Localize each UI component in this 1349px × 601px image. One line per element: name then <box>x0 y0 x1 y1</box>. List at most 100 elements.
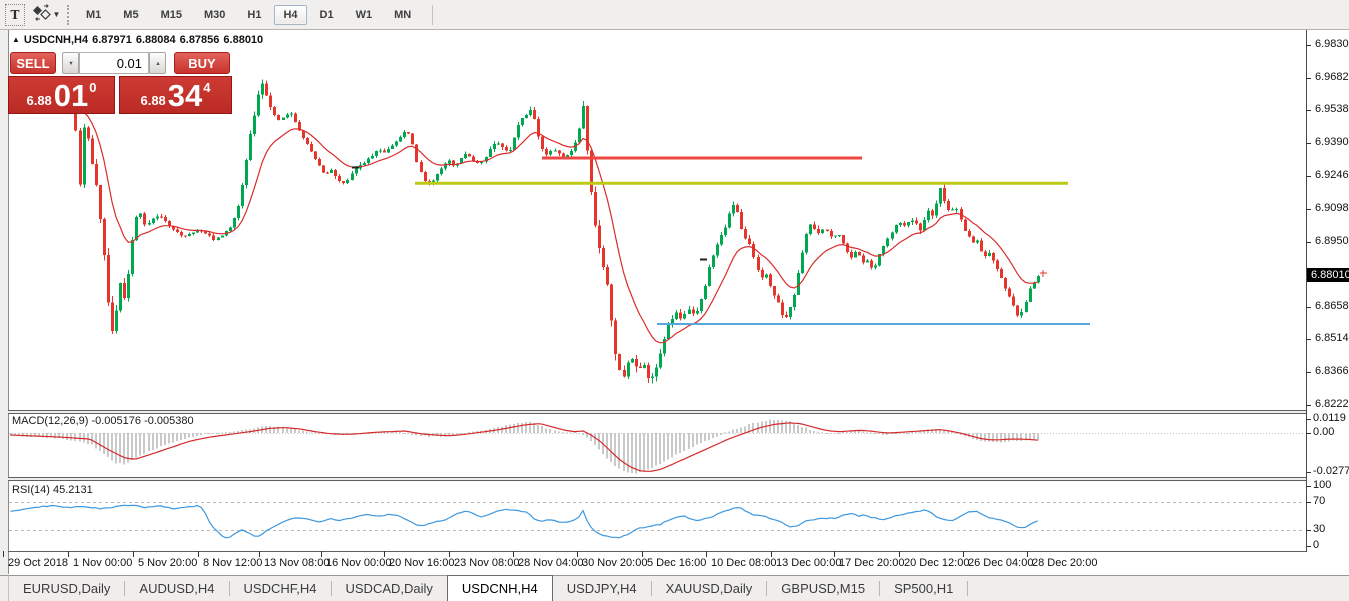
volume-input[interactable] <box>79 52 149 74</box>
candlestick-series <box>10 79 1040 384</box>
rsi-axis-label: 30 <box>1313 523 1326 535</box>
text-tool-icon: T <box>10 7 20 22</box>
drawing-tools-button[interactable]: ▼ <box>32 3 60 26</box>
date-axis-label: 16 Nov 00:00 <box>326 557 392 569</box>
rsi-label: RSI(14) 45.2131 <box>12 484 93 496</box>
chart-tab-usdchf[interactable]: USDCHF,H4 <box>243 581 317 596</box>
date-axis-label: 17 Dec 20:00 <box>839 557 905 569</box>
buy-price-big: 34 <box>167 78 203 113</box>
tab-separator <box>879 581 881 596</box>
buy-button-label: BUY <box>188 55 216 71</box>
sell-price-big: 01 <box>53 78 89 113</box>
title-triangle-icon: ▲ <box>12 35 20 44</box>
date-axis-label: 1 Nov 00:00 <box>73 557 133 569</box>
date-axis-label: 5 Nov 20:00 <box>138 557 198 569</box>
up-arrow-icon: ▲ <box>154 59 161 67</box>
date-axis-label: 20 Nov 16:00 <box>389 557 455 569</box>
macd-axis-label: -0.027754 <box>1313 465 1349 477</box>
date-axis-label: 10 Dec 08:00 <box>711 557 777 569</box>
timeframe-button-mn[interactable]: MN <box>394 8 412 21</box>
chart-tab-xauusd[interactable]: XAUUSD,Daily <box>665 581 753 596</box>
tab-separator <box>228 581 230 596</box>
timeframe-button-m30[interactable]: M30 <box>203 8 226 21</box>
tab-separator <box>650 581 652 596</box>
date-axis-label: 28 Dec 20:00 <box>1032 557 1098 569</box>
date-axis-label: 28 Nov 04:00 <box>518 557 584 569</box>
toolbar-grip[interactable] <box>67 4 69 25</box>
tab-bar-edge <box>0 576 9 601</box>
ma-line <box>10 89 1038 344</box>
chart-tab-eurusd[interactable]: EURUSD,Daily <box>23 581 111 596</box>
macd-axis-label: 0.00 <box>1313 426 1335 438</box>
date-axis-label: 13 Nov 08:00 <box>264 557 330 569</box>
price-axis-label: 6.86580 <box>1315 300 1349 312</box>
chart-tab-usdcnh[interactable]: USDCNH,H4 <box>446 575 553 601</box>
macd-histogram <box>10 419 1039 474</box>
buy-button[interactable]: BUY <box>174 52 230 74</box>
timeframe-button-m1[interactable]: M1 <box>86 8 102 21</box>
macd-signal-line <box>10 422 1038 472</box>
rsi-axis-label: 100 <box>1313 479 1332 491</box>
buy-price-pip: 4 <box>203 80 211 95</box>
buy-price-prefix: 6.88 <box>140 93 166 108</box>
rsi-axis-label: 0 <box>1313 539 1320 551</box>
chart-tab-sp500[interactable]: SP500,H1 <box>894 581 954 596</box>
down-arrow-icon: ▼ <box>67 59 74 67</box>
chart-title: ▲ USDCNH,H4 6.87971 6.88084 6.87856 6.88010 <box>12 34 267 46</box>
date-axis-label: 20 Dec 12:00 <box>904 557 970 569</box>
title-symbol: USDCNH,H4 <box>23 34 89 46</box>
pane-borders <box>8 30 1307 574</box>
rsi-line <box>10 504 1038 539</box>
date-axis-label: 30 Nov 20:00 <box>582 557 648 569</box>
date-axis-label: 13 Dec 00:00 <box>776 557 842 569</box>
buy-price-button[interactable]: 6.88 34 4 <box>119 76 232 114</box>
date-axis-label: 8 Nov 12:00 <box>203 557 263 569</box>
rsi-axis-label: 70 <box>1313 495 1326 507</box>
timeframe-button-w1[interactable]: W1 <box>355 8 373 21</box>
chart-tab-usdjpy[interactable]: USDJPY,H4 <box>566 581 637 596</box>
sell-button[interactable]: SELL <box>10 52 56 74</box>
price-axis-label: 6.83660 <box>1315 365 1349 377</box>
price-axis-label: 6.85140 <box>1315 332 1349 344</box>
title-high: 6.88084 <box>135 34 176 46</box>
current-price-tag: 6.88010 <box>1307 268 1349 282</box>
price-axis-label: 6.90980 <box>1315 202 1349 214</box>
date-axis-label: 26 Dec 04:00 <box>968 557 1034 569</box>
text-tool-button[interactable]: T <box>5 3 25 26</box>
title-open: 6.87971 <box>92 34 132 46</box>
sell-button-label: SELL <box>16 55 50 71</box>
current-bar-cross-icon <box>1040 270 1047 277</box>
volume-increase-button[interactable]: ▲ <box>149 52 166 74</box>
timeframe-button-h4[interactable]: H4 <box>274 4 307 25</box>
volume-decrease-button[interactable]: ▼ <box>62 52 79 74</box>
chart-tab-gbpusd[interactable]: GBPUSD,M15 <box>781 581 866 596</box>
tab-separator <box>766 581 768 596</box>
price-axis-label: 6.95380 <box>1315 103 1349 115</box>
chart-tab-audusd[interactable]: AUDUSD,H4 <box>139 581 215 596</box>
price-axis-label: 6.96820 <box>1315 71 1349 83</box>
sell-price-button[interactable]: 6.88 01 0 <box>8 76 115 114</box>
tab-separator <box>124 581 126 596</box>
sell-price-pip: 0 <box>89 80 97 95</box>
timeframe-button-m5[interactable]: M5 <box>123 8 139 21</box>
title-low: 6.87856 <box>179 34 220 46</box>
chart-tab-bar: EURUSD,Daily AUDUSD,H4 USDCHF,H4 USDCAD,Dai… <box>0 575 1349 601</box>
chart-tab-usdcad[interactable]: USDCAD,Daily <box>345 581 433 596</box>
price-axis-label: 6.92460 <box>1315 169 1349 181</box>
sell-price-prefix: 6.88 <box>26 93 52 108</box>
timeframe-button-d1[interactable]: D1 <box>319 8 334 21</box>
tab-separator <box>967 581 969 596</box>
timeframe-button-h1[interactable]: H1 <box>247 8 262 21</box>
drawing-tools-icon <box>32 3 52 26</box>
macd-label: MACD(12,26,9) -0.005176 -0.005380 <box>12 415 194 427</box>
timeframe-button-m15[interactable]: M15 <box>160 8 182 21</box>
chart-background[interactable] <box>8 30 1349 575</box>
one-click-trading-panel: SELL ▼ ▲ BUY 6.88 01 0 6.88 34 4 <box>8 50 232 114</box>
date-axis-label: 5 Dec 16:00 <box>647 557 707 569</box>
title-close: 6.88010 <box>223 34 264 46</box>
date-axis-label: 23 Nov 08:00 <box>454 557 520 569</box>
date-axis-label: 29 Oct 2018 <box>8 557 68 569</box>
